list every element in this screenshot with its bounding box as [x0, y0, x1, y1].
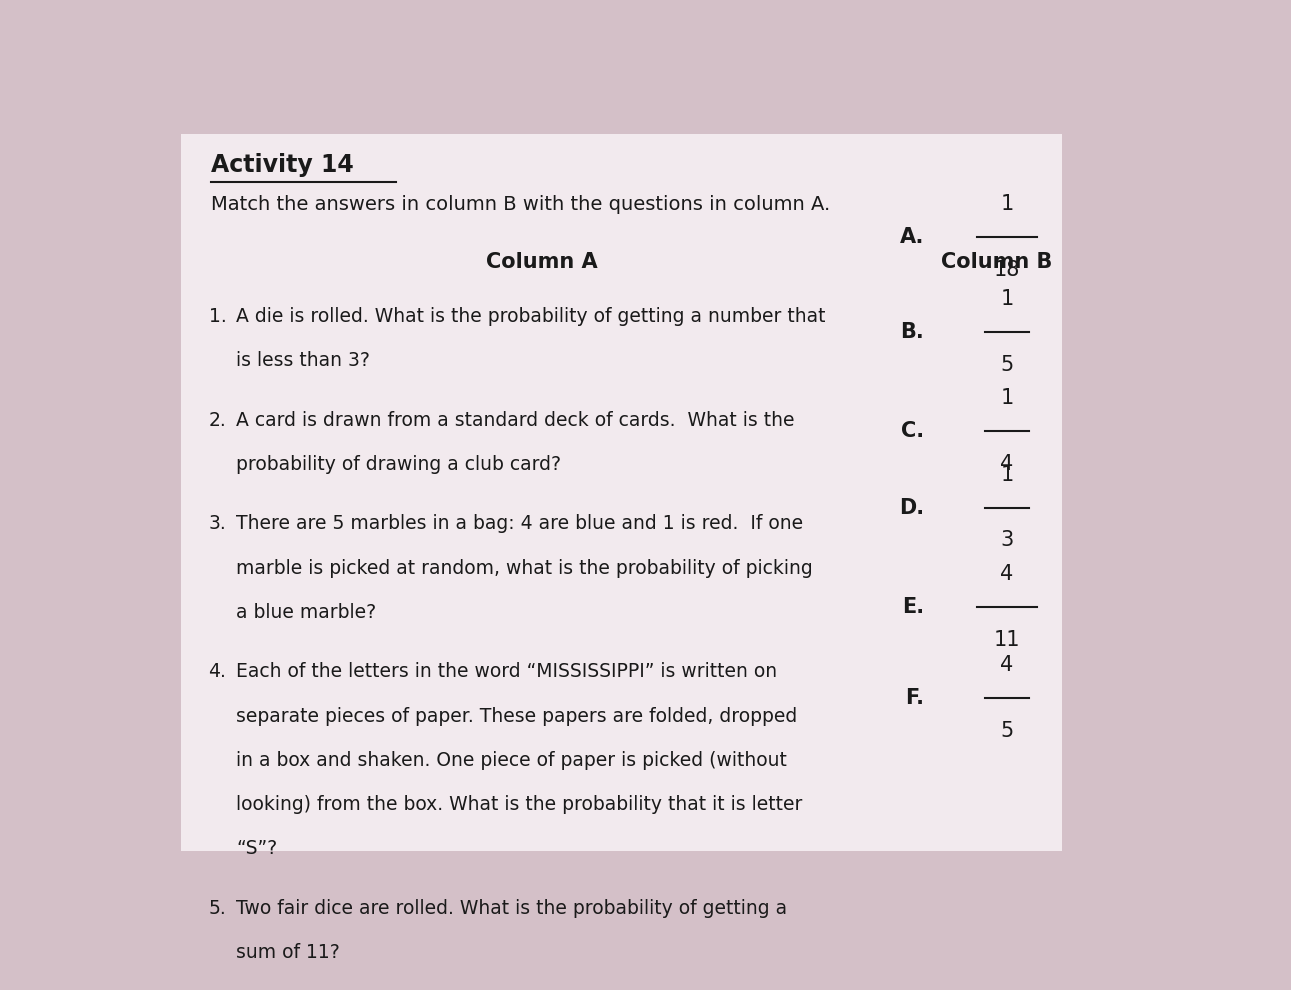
Text: A.: A.: [900, 227, 924, 247]
Text: 4: 4: [1001, 563, 1013, 584]
Text: F.: F.: [905, 688, 924, 708]
Text: A die is rolled. What is the probability of getting a number that: A die is rolled. What is the probability…: [236, 307, 826, 326]
Text: “S”?: “S”?: [236, 840, 278, 858]
Text: sum of 11?: sum of 11?: [236, 942, 340, 962]
Text: 1: 1: [1001, 388, 1013, 409]
Text: 5: 5: [1001, 721, 1013, 742]
Text: separate pieces of paper. These papers are folded, dropped: separate pieces of paper. These papers a…: [236, 707, 798, 726]
Text: B.: B.: [900, 322, 924, 343]
Text: Activity 14: Activity 14: [212, 153, 354, 177]
Text: C.: C.: [901, 422, 924, 442]
Text: 4: 4: [1001, 454, 1013, 474]
Text: 5.: 5.: [209, 899, 226, 918]
Text: looking) from the box. What is the probability that it is letter: looking) from the box. What is the proba…: [236, 795, 803, 814]
FancyBboxPatch shape: [181, 134, 1062, 850]
Text: a blue marble?: a blue marble?: [236, 603, 377, 622]
Text: D.: D.: [899, 498, 924, 518]
Text: 1: 1: [1001, 464, 1013, 485]
Text: is less than 3?: is less than 3?: [236, 351, 371, 370]
Text: 3.: 3.: [209, 515, 226, 534]
Text: 1: 1: [1001, 194, 1013, 214]
Text: marble is picked at random, what is the probability of picking: marble is picked at random, what is the …: [236, 558, 813, 577]
Text: 3: 3: [1001, 531, 1013, 550]
Text: 18: 18: [994, 259, 1020, 280]
Text: 11: 11: [994, 630, 1020, 649]
Text: 5: 5: [1001, 355, 1013, 375]
Text: 4.: 4.: [209, 662, 226, 681]
Text: 1: 1: [1001, 289, 1013, 309]
Text: Column B: Column B: [941, 252, 1052, 272]
Text: Column A: Column A: [485, 252, 598, 272]
Text: There are 5 marbles in a bag: 4 are blue and 1 is red.  If one: There are 5 marbles in a bag: 4 are blue…: [236, 515, 803, 534]
Text: probability of drawing a club card?: probability of drawing a club card?: [236, 455, 562, 474]
Text: Match the answers in column B with the questions in column A.: Match the answers in column B with the q…: [212, 195, 830, 214]
Text: in a box and shaken. One piece of paper is picked (without: in a box and shaken. One piece of paper …: [236, 750, 788, 770]
Text: 2.: 2.: [209, 411, 226, 430]
Text: A card is drawn from a standard deck of cards.  What is the: A card is drawn from a standard deck of …: [236, 411, 795, 430]
Text: Each of the letters in the word “MISSISSIPPI” is written on: Each of the letters in the word “MISSISS…: [236, 662, 777, 681]
Text: E.: E.: [901, 597, 924, 617]
Text: Two fair dice are rolled. What is the probability of getting a: Two fair dice are rolled. What is the pr…: [236, 899, 788, 918]
Text: 1.: 1.: [209, 307, 226, 326]
Text: 4: 4: [1001, 655, 1013, 675]
